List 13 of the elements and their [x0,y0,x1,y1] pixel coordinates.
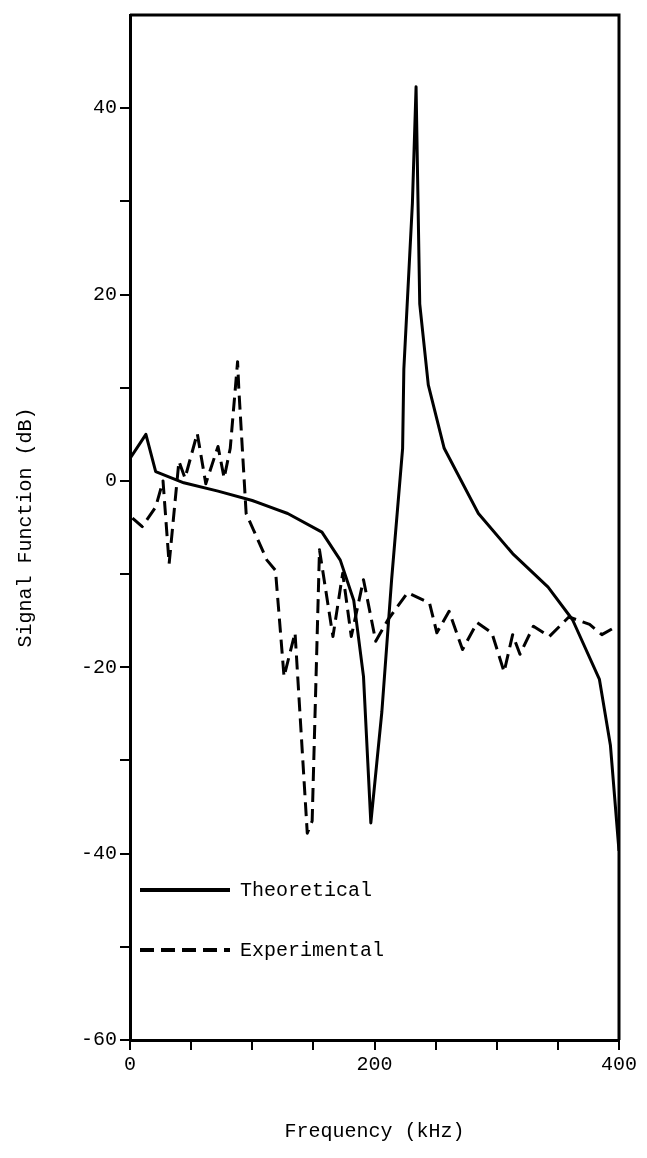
legend-label: Theoretical [240,878,373,902]
legend-label: Experimental [240,938,385,962]
x-tick-label: 0 [124,1053,137,1077]
y-tick-label: -60 [80,1028,118,1052]
y-tick-label: 0 [104,469,118,493]
x-tick-label: 200 [356,1053,393,1077]
y-tick-label: 20 [92,282,118,306]
y-tick-label: -20 [80,655,118,679]
y-tick-label: 40 [92,96,118,120]
x-axis-title: Frequency (kHz) [284,1120,465,1144]
y-tick-label: -40 [80,841,118,865]
y-axis-title: Signal Function (dB) [14,407,38,648]
x-tick-label: 400 [600,1053,638,1077]
